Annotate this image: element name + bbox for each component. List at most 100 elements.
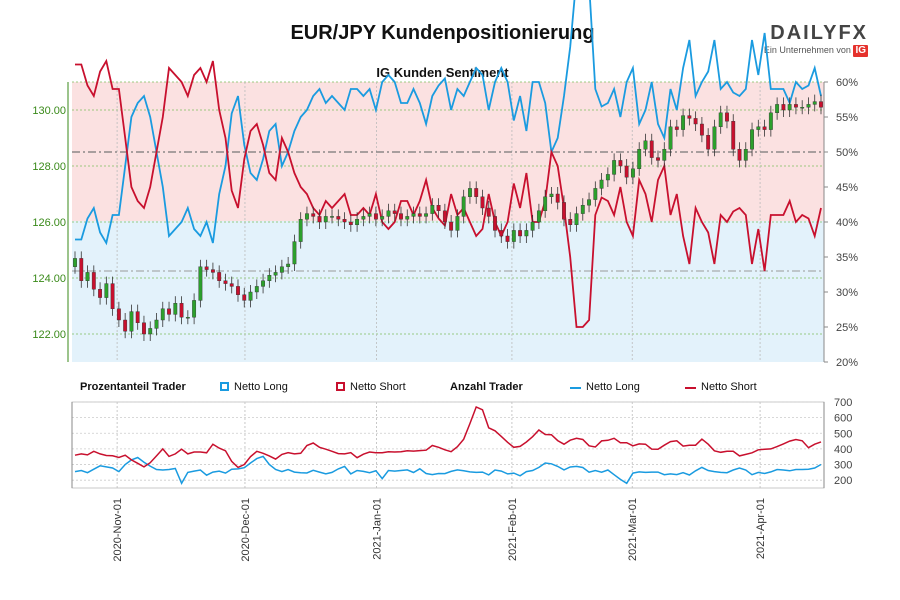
x-tick-label: 2021-Jan-01 (372, 498, 384, 560)
candle-body (593, 188, 598, 200)
candle-body (210, 269, 215, 273)
candle-body (436, 204, 441, 211)
brand-wordmark: DAILYFX (760, 22, 868, 44)
candle-body (254, 286, 259, 293)
candle-body (549, 193, 554, 197)
candle-body (273, 272, 278, 276)
candle-body (574, 213, 579, 226)
candle-body (198, 266, 203, 301)
candle-body (348, 221, 353, 225)
candle-body (449, 221, 454, 231)
candle-body (361, 216, 366, 220)
candle-body (530, 221, 535, 231)
candle-body (405, 216, 410, 220)
candle-body (643, 140, 648, 150)
long-zone-upper (72, 222, 824, 271)
candle-body (624, 165, 629, 178)
candle-body (493, 216, 497, 231)
candle-body (618, 160, 623, 167)
count-tick-label: 500 (834, 428, 852, 440)
candle-body (430, 204, 435, 214)
candle-body (104, 283, 109, 298)
pct-tick-label: 20% (836, 357, 858, 369)
candle-body (775, 104, 780, 114)
x-tick-label: 2021-Feb-01 (507, 498, 519, 561)
candle-body (129, 311, 134, 332)
candle-body (756, 126, 761, 130)
candle-body (411, 213, 416, 217)
candle-body (511, 230, 516, 242)
candle-body (223, 280, 228, 284)
candle-body (73, 258, 77, 267)
candle-body (380, 216, 385, 220)
pct-tick-label: 35% (836, 252, 858, 264)
candle-body (656, 157, 660, 161)
candle-body (417, 213, 422, 217)
x-tick-label: 2021-Mar-01 (627, 498, 639, 561)
candle-body (819, 101, 823, 108)
candle-body (461, 196, 466, 217)
candle-body (562, 202, 566, 220)
candle-body (424, 213, 428, 217)
candle-body (167, 308, 171, 315)
candle-body (555, 193, 560, 203)
candle-body (455, 216, 460, 231)
candle-body (355, 218, 360, 225)
brand-left: DAILY (770, 22, 839, 44)
candle-body (298, 218, 303, 242)
candle-body (699, 123, 704, 136)
candle-body (154, 319, 159, 329)
candle-body (373, 213, 378, 220)
count-tick-label: 400 (834, 444, 852, 456)
candle-body (568, 218, 573, 225)
candle-body (185, 317, 190, 319)
legend-pct-short-label: Netto Short (350, 381, 406, 393)
candle-body (536, 210, 541, 223)
candle-body (486, 207, 491, 217)
candle-body (248, 291, 253, 301)
candle-body (743, 148, 748, 161)
candle-body (681, 115, 686, 130)
legend-count-header: Anzahl Trader (450, 381, 523, 393)
candle-body (367, 213, 372, 217)
candle-body (242, 294, 247, 301)
count-tick-label: 200 (834, 475, 852, 487)
candle-body (336, 216, 341, 220)
count-tick-label: 600 (834, 413, 852, 425)
candle-body (518, 230, 523, 237)
candle-body (135, 311, 140, 324)
candle-body (279, 266, 284, 273)
candle-body (637, 148, 642, 169)
x-tick-label: 2020-Nov-01 (112, 498, 124, 562)
candle-body (649, 140, 654, 158)
brand-subline: Ein Unternehmen von IG (760, 45, 868, 57)
candle-body (192, 300, 197, 318)
candle-body (98, 289, 102, 298)
candle-body (474, 188, 479, 197)
candle-body (750, 129, 754, 150)
candle-body (342, 218, 347, 223)
legend-count-short-line (685, 387, 696, 389)
candle-body (480, 196, 485, 209)
brand-right: FX (838, 22, 868, 44)
candle-body (693, 118, 698, 125)
candle-body (305, 213, 309, 220)
pct-tick-label: 30% (836, 287, 858, 299)
pct-tick-label: 60% (836, 77, 858, 89)
candle-body (725, 112, 729, 122)
price-tick-label: 128.00 (32, 161, 66, 173)
candle-body (323, 216, 328, 223)
candle-body (173, 303, 178, 315)
candle-body (674, 126, 679, 130)
candle-body (160, 308, 165, 321)
candle-body (148, 328, 153, 335)
pct-tick-label: 55% (836, 112, 858, 124)
count-tick-label: 300 (834, 460, 852, 472)
pct-tick-label: 45% (836, 182, 858, 194)
candle-body (116, 308, 121, 321)
legend-count-long-label: Netto Long (586, 381, 640, 393)
price-tick-label: 126.00 (32, 217, 66, 229)
candle-body (79, 258, 84, 281)
pct-tick-label: 25% (836, 322, 858, 334)
candle-body (267, 275, 272, 282)
